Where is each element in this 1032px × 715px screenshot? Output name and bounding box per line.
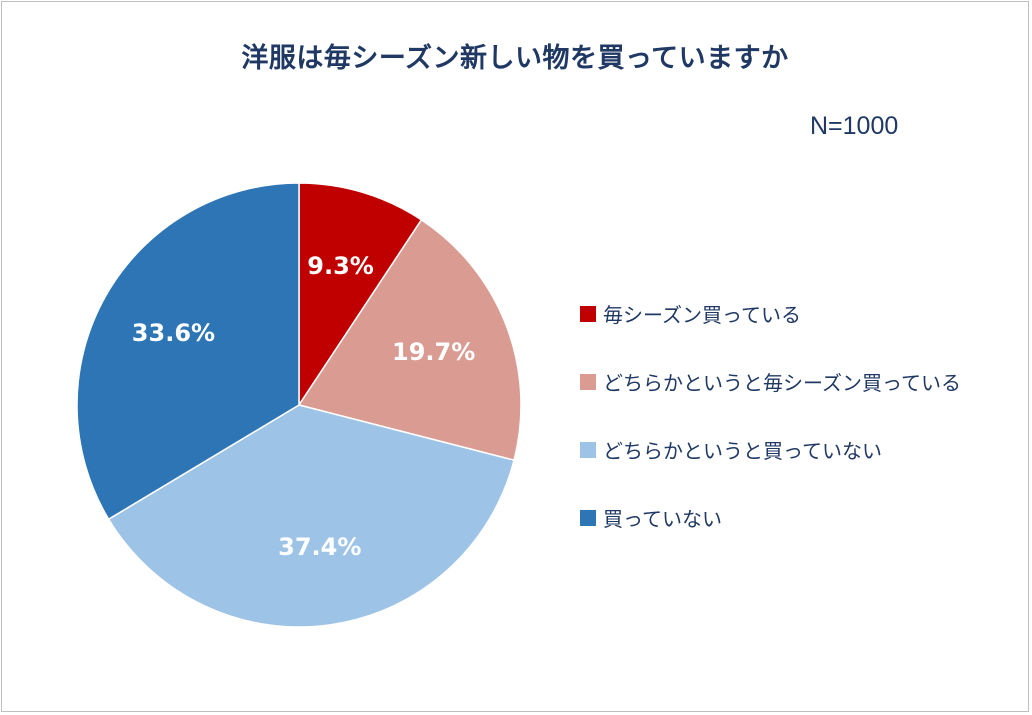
legend-swatch-1	[580, 373, 596, 390]
pie-data-label-0: 9.3%	[307, 252, 374, 280]
legend-label-2: どちらかというと買っていない	[603, 439, 882, 463]
legend-swatch-2	[580, 441, 596, 458]
pie-slice-1	[297, 218, 522, 462]
pie-slice-0	[298, 182, 423, 408]
legend-label-0: 毎シーズン買っている	[603, 303, 801, 327]
legend-label-3: 買っていない	[603, 507, 722, 531]
pie-data-label-2: 37.4%	[278, 533, 361, 561]
legend-label-1: どちらかというと毎シーズン買っている	[603, 371, 961, 395]
legend-swatch-3	[580, 509, 596, 526]
legend: 毎シーズン買っている どちらかというと毎シーズン買っている どちらかというと買っ…	[580, 296, 961, 568]
legend-item-3: 買っていない	[580, 500, 961, 535]
legend-item-1: どちらかというと毎シーズン買っている	[580, 364, 961, 399]
pie-slices	[76, 182, 522, 628]
pie-data-labels: 9.3% 19.7% 37.4% 33.6%	[132, 252, 475, 561]
pie-slice-3	[76, 182, 300, 521]
chart-title: 洋服は毎シーズン新しい物を買っていますか	[241, 43, 789, 74]
pie-data-label-1: 19.7%	[392, 338, 475, 366]
legend-swatch-0	[580, 305, 596, 322]
legend-item-2: どちらかというと買っていない	[580, 432, 961, 467]
sample-size-label: N=1000	[810, 112, 899, 140]
pie-slice-2	[107, 404, 515, 628]
pie-data-label-3: 33.6%	[132, 319, 215, 347]
legend-item-0: 毎シーズン買っている	[580, 296, 961, 331]
